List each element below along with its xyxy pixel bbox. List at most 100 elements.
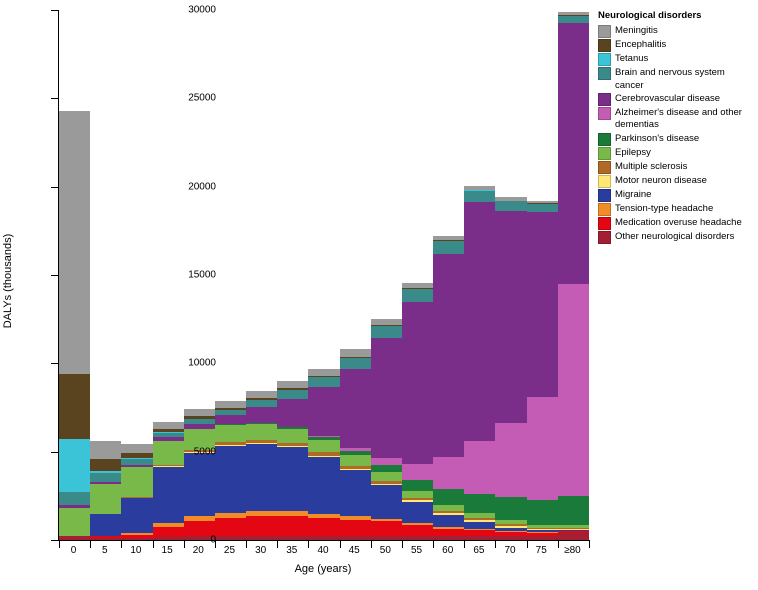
legend: Neurological disorders MeningitisEncepha… [598, 10, 755, 245]
bar-segment-meningitis [90, 441, 121, 459]
legend-label: Multiple sclerosis [615, 161, 687, 173]
bar-segment-other [340, 536, 371, 540]
y-tick-label: 10000 [188, 358, 216, 369]
bar-group [153, 422, 184, 540]
bar-segment-medov [215, 518, 246, 536]
bar-segment-medov [340, 520, 371, 536]
bar-segment-other [464, 536, 495, 540]
bar-segment-medov [433, 529, 464, 536]
bar-segment-migraine [308, 457, 339, 514]
bar-segment-epilepsy [277, 429, 308, 443]
bar-segment-parkinson [558, 496, 589, 524]
bar-group [527, 201, 558, 540]
x-tick-label: 40 [317, 545, 328, 556]
bar-segment-parkinson [495, 497, 526, 520]
bar-segment-cerebro [558, 23, 589, 284]
bar-segment-brain [59, 492, 90, 504]
legend-item: Encephalitis [598, 39, 755, 52]
x-tick-label: 55 [411, 545, 422, 556]
legend-swatch [598, 189, 611, 202]
legend-label: Epilepsy [615, 147, 651, 159]
bar-segment-other [495, 536, 526, 540]
bar-segment-alzheimer [464, 441, 495, 494]
bar-segment-other [121, 538, 152, 540]
bar-segment-brain [558, 16, 589, 23]
bar-segment-medov [371, 521, 402, 535]
bar-segment-cerebro [371, 338, 402, 458]
legend-item: Parkinson's disease [598, 133, 755, 146]
bar-segment-cerebro [340, 369, 371, 449]
x-tick-label: 50 [380, 545, 391, 556]
bar-segment-cerebro [464, 202, 495, 441]
legend-swatch [598, 25, 611, 38]
legend-item: Epilepsy [598, 147, 755, 160]
bar-segment-epilepsy [308, 440, 339, 452]
legend-label: Brain and nervous system cancer [615, 67, 755, 92]
bar-segment-other [371, 536, 402, 540]
x-tick [340, 540, 341, 548]
bar-segment-meningitis [340, 349, 371, 356]
x-tick [308, 540, 309, 548]
bar-segment-other [558, 533, 589, 540]
legend-item: Alzheimer's disease and other dementias [598, 107, 755, 132]
bar-segment-migraine [215, 446, 246, 513]
bar-segment-other [308, 536, 339, 540]
bar-segment-migraine [184, 453, 215, 517]
bar-segment-meningitis [121, 444, 152, 453]
legend-swatch [598, 217, 611, 230]
bar-segment-cerebro [433, 254, 464, 457]
bar-segment-migraine [246, 444, 277, 511]
y-tick-label: 20000 [188, 181, 216, 192]
bar-group [121, 444, 152, 540]
y-tick [51, 452, 59, 453]
bar-segment-alzheimer [558, 284, 589, 496]
bar-segment-cerebro [308, 387, 339, 436]
y-tick [51, 187, 59, 188]
legend-item: Tension-type headache [598, 203, 755, 216]
bar-segment-cerebro [277, 399, 308, 427]
bar-segment-other [153, 537, 184, 540]
bar-segment-alzheimer [371, 458, 402, 465]
legend-title: Neurological disorders [598, 10, 755, 22]
legend-label: Medication overuse headache [615, 217, 742, 229]
y-tick-label: 0 [210, 535, 216, 546]
y-axis-title: DALYs (thousands) [2, 234, 14, 329]
bar-group [90, 441, 121, 540]
bar-segment-medov [246, 516, 277, 535]
bar-segment-enceph [90, 459, 121, 471]
bar-segment-migraine [153, 467, 184, 524]
legend-item: Meningitis [598, 25, 755, 38]
bar-segment-parkinson [527, 500, 558, 525]
legend-swatch [598, 53, 611, 66]
bar-segment-meningitis [277, 381, 308, 388]
bar-segment-epilepsy [215, 425, 246, 443]
bar-segment-brain [527, 204, 558, 212]
x-tick [90, 540, 91, 548]
x-tick-label: 70 [504, 545, 515, 556]
x-tick-label: 75 [536, 545, 547, 556]
y-tick [51, 275, 59, 276]
bar-segment-other [90, 538, 121, 540]
legend-label: Other neurological disorders [615, 231, 734, 243]
bar-segment-parkinson [402, 480, 433, 491]
plot-area [58, 10, 589, 541]
bar-segment-epilepsy [90, 484, 121, 514]
legend-swatch [598, 39, 611, 52]
legend-item: Other neurological disorders [598, 231, 755, 244]
legend-swatch [598, 161, 611, 174]
y-tick [51, 540, 59, 541]
legend-item: Tetanus [598, 53, 755, 66]
x-tick-label: 25 [224, 545, 235, 556]
bar-segment-other [59, 536, 90, 540]
x-axis-title: Age (years) [58, 563, 588, 575]
bar-segment-medov [153, 527, 184, 538]
bar-segment-medov [402, 525, 433, 536]
bar-segment-tetanus [59, 439, 90, 492]
x-tick-label: 65 [473, 545, 484, 556]
bar-segment-brain [90, 473, 121, 482]
bar-segment-other [215, 536, 246, 540]
bar-segment-parkinson [464, 494, 495, 513]
bar-segment-cerebro [215, 415, 246, 424]
x-tick [184, 540, 185, 548]
y-tick-label: 30000 [188, 5, 216, 16]
